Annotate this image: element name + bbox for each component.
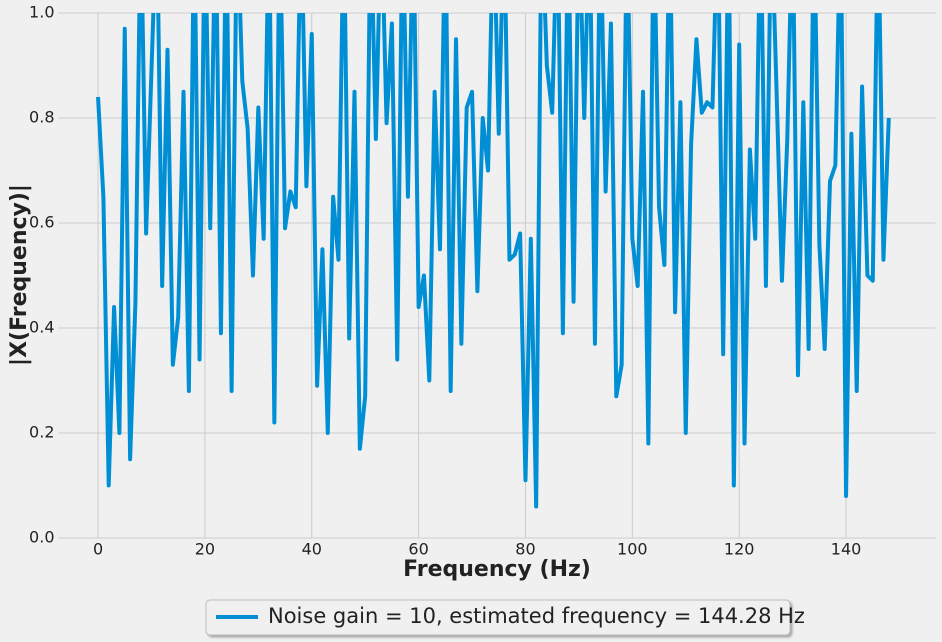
y-tick-label: 0.0 xyxy=(29,528,54,547)
x-tick-label: 40 xyxy=(302,540,322,559)
lines xyxy=(96,13,891,509)
y-tick-label: 0.4 xyxy=(29,318,54,337)
x-tick-label: 60 xyxy=(408,540,428,559)
x-tick-label: 80 xyxy=(515,540,535,559)
y-tick-label: 1.0 xyxy=(29,3,54,22)
legend-label: Noise gain = 10, estimated frequency = 1… xyxy=(268,604,805,628)
legend: Noise gain = 10, estimated frequency = 1… xyxy=(205,599,805,636)
x-tick-label: 120 xyxy=(724,540,755,559)
y-tick-label: 0.2 xyxy=(29,423,54,442)
x-tick-label: 20 xyxy=(195,540,215,559)
x-tick-label: 140 xyxy=(831,540,862,559)
legend-box xyxy=(205,599,791,636)
y-tick-label: 0.8 xyxy=(29,108,54,127)
y-axis-label: |X(Frequency)| xyxy=(7,184,32,366)
x-axis-label: Frequency (Hz) xyxy=(403,557,591,582)
y-tick-label: 0.6 xyxy=(29,213,54,232)
x-tick-label: 0 xyxy=(93,540,103,559)
x-tick-label: 100 xyxy=(617,540,648,559)
data-line xyxy=(96,13,891,509)
